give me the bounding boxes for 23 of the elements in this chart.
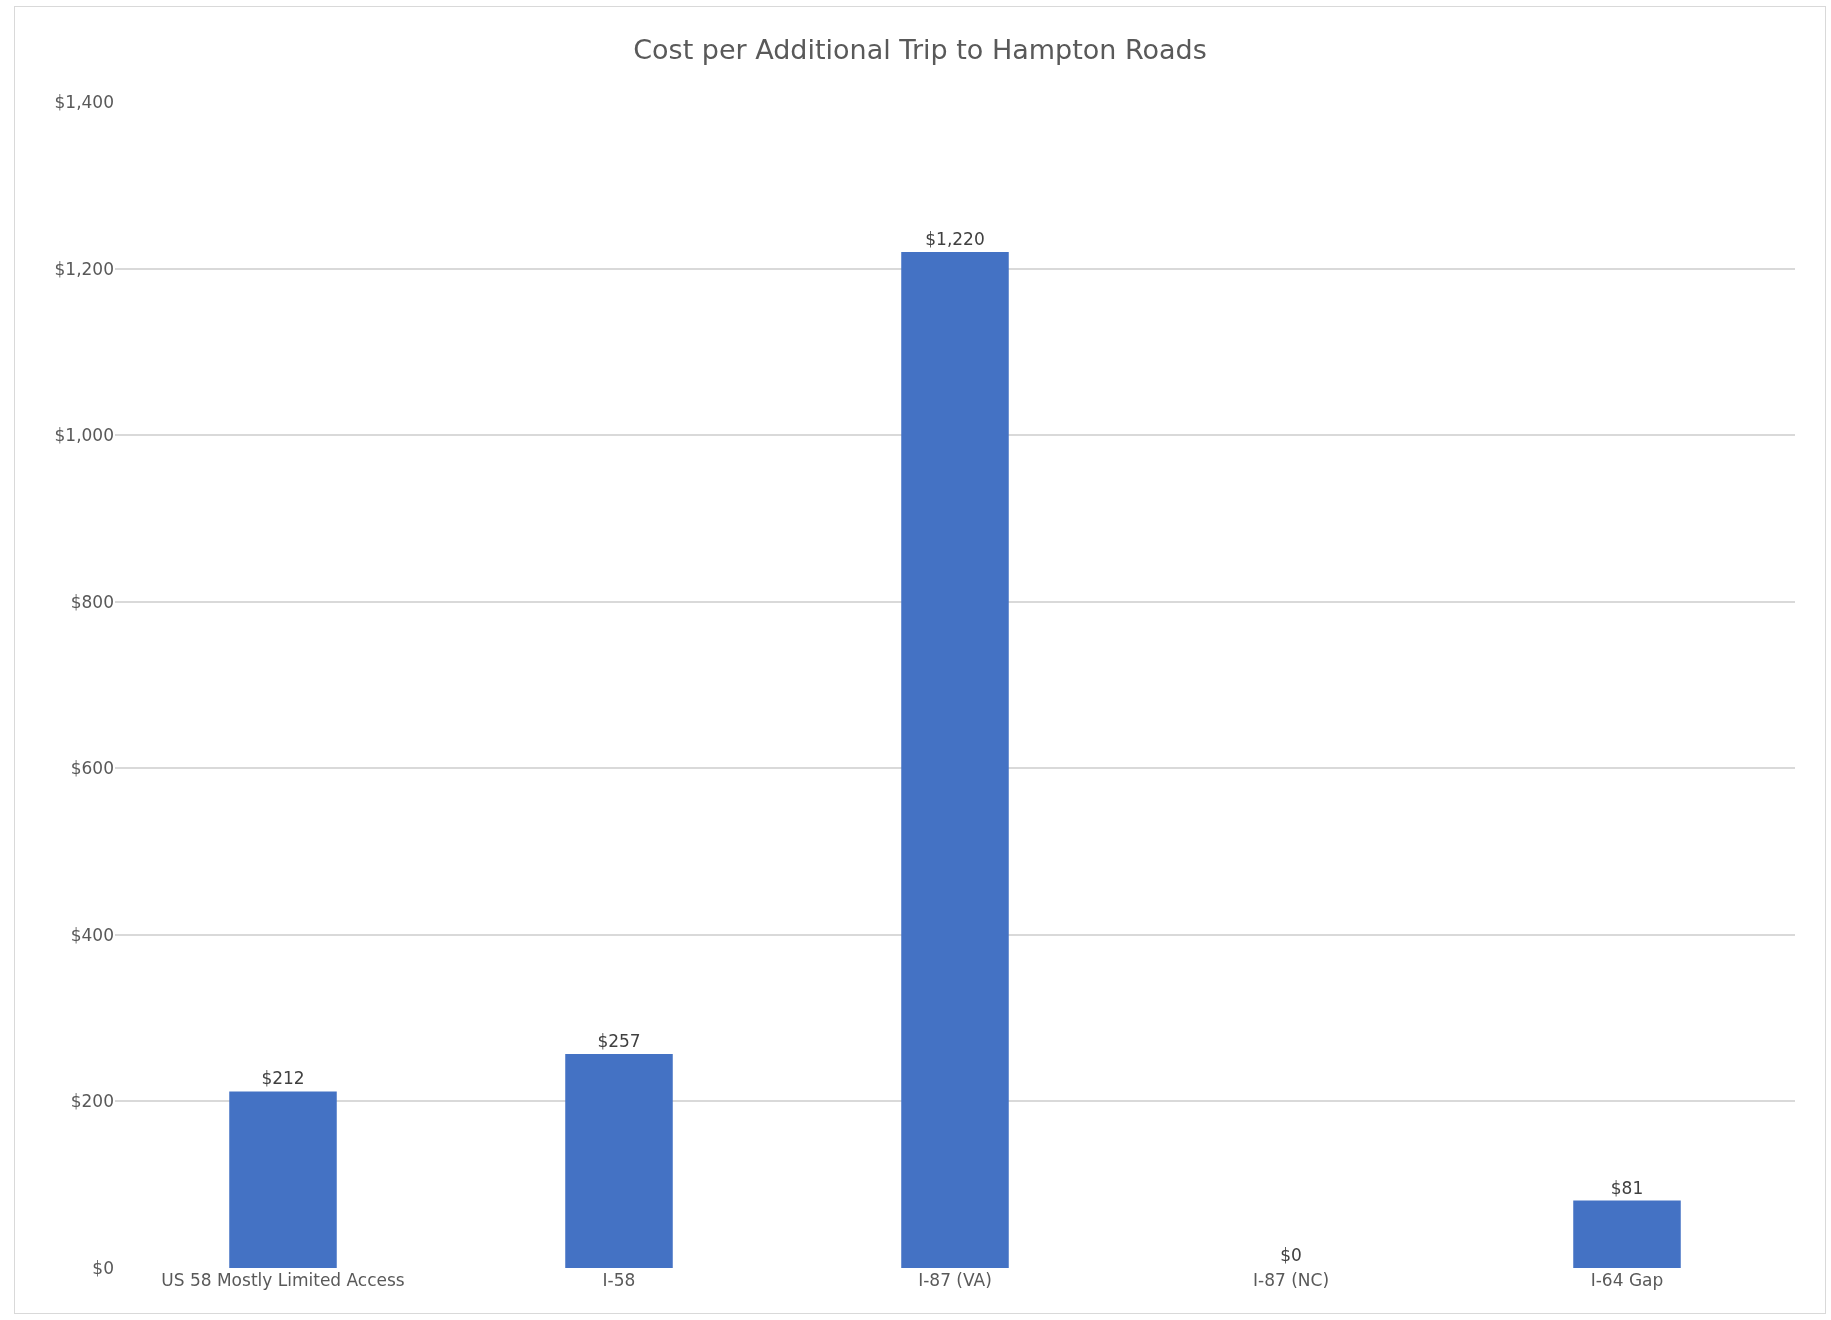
y-tick-label: $200 [70,1091,114,1112]
data-label: $1,220 [925,228,985,249]
y-tick-label: $1,000 [54,425,114,446]
y-tick-label: $800 [70,591,114,612]
y-tick-label: $1,400 [54,91,114,112]
x-tick-label: I-87 (NC) [1252,1270,1330,1290]
x-tick-label: I-58 [602,1270,636,1290]
bar [901,251,1009,1268]
data-label: $257 [597,1030,641,1051]
data-label: $81 [1610,1177,1644,1198]
x-tick-label: I-87 (VA) [918,1270,992,1290]
bar [1573,1200,1681,1268]
bar [565,1053,673,1268]
y-tick-label: $400 [70,924,114,945]
y-tick-label: $1,200 [54,258,114,279]
chart-title: Cost per Additional Trip to Hampton Roads [633,33,1207,65]
bar [229,1091,337,1268]
data-label: $212 [261,1068,305,1089]
x-tick-label: US 58 Mostly Limited Access [161,1270,405,1290]
y-tick-label: $600 [70,758,114,779]
x-tick-label: I-64 Gap [1590,1270,1664,1290]
y-tick-label: $0 [92,1257,114,1278]
data-label: $0 [1280,1245,1302,1265]
